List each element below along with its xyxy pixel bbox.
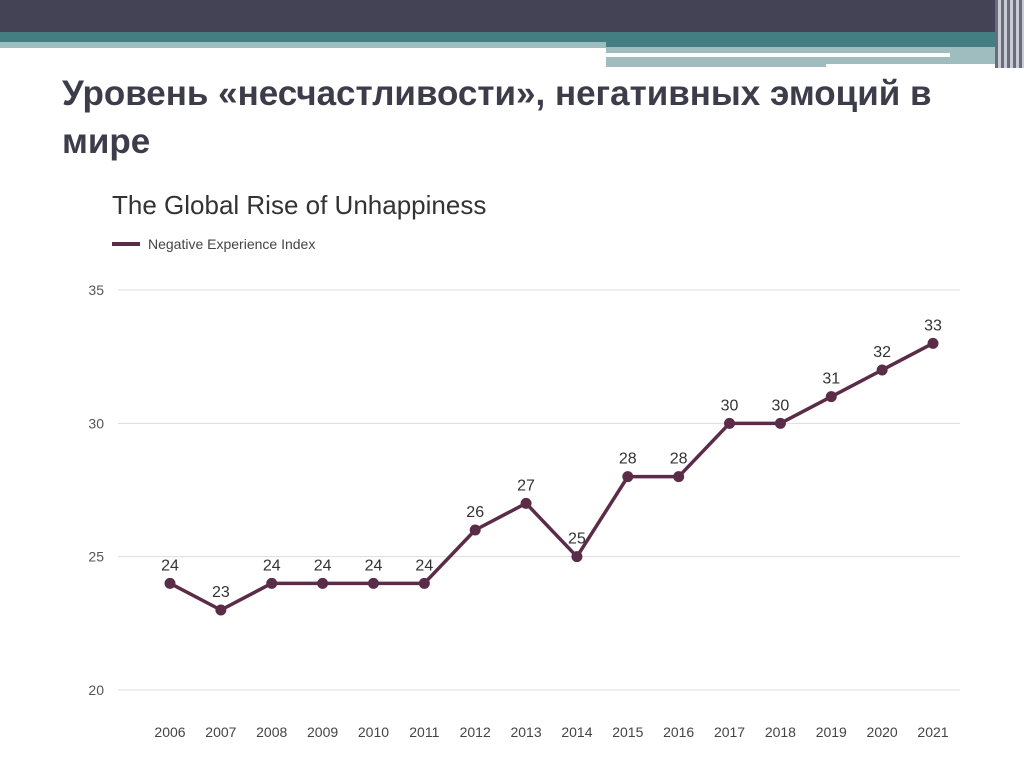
data-label: 27: [517, 477, 535, 494]
x-tick-label: 2008: [256, 724, 287, 740]
legend-swatch: [112, 242, 140, 246]
data-label: 33: [924, 317, 942, 334]
data-point: [164, 577, 176, 589]
series-line: [169, 341, 934, 612]
data-label: 25: [568, 531, 586, 548]
chart-title: The Global Rise of Unhappiness: [112, 190, 487, 220]
x-tick-label: 2013: [510, 724, 541, 740]
data-point: [774, 417, 786, 429]
data-point: [469, 524, 481, 536]
header-dark-band: [0, 0, 1024, 32]
x-tick-label: 2017: [714, 724, 745, 740]
data-label: 26: [466, 504, 484, 521]
x-tick-label: 2016: [663, 724, 694, 740]
x-tick-label: 2012: [460, 724, 491, 740]
header-stripes: [995, 0, 1024, 68]
x-tick-label: 2010: [358, 724, 389, 740]
y-tick-label: 20: [88, 682, 104, 698]
data-point: [825, 391, 837, 403]
header-white-line: [606, 53, 950, 57]
data-point: [215, 604, 227, 616]
data-label: 24: [365, 557, 383, 574]
data-label: 28: [670, 451, 688, 468]
data-label: 32: [873, 344, 891, 361]
legend: Negative Experience Index: [112, 236, 315, 252]
x-tick-label: 2009: [307, 724, 338, 740]
data-point: [266, 577, 278, 589]
data-point: [418, 577, 430, 589]
x-tick-label: 2015: [612, 724, 643, 740]
slide-title: Уровень «несчастливости», негативных эмо…: [62, 74, 932, 161]
data-point: [876, 364, 888, 376]
x-tick-label: 2018: [765, 724, 796, 740]
data-point: [520, 497, 532, 509]
data-label: 31: [822, 371, 840, 388]
legend-label: Negative Experience Index: [148, 236, 316, 252]
x-tick-label: 2014: [561, 724, 592, 740]
data-point: [673, 471, 685, 483]
data-label: 28: [619, 451, 637, 468]
data-point: [622, 471, 634, 483]
x-tick-label: 2019: [816, 724, 847, 740]
data-point: [367, 577, 379, 589]
data-label: 30: [772, 397, 790, 414]
y-tick-label: 25: [88, 549, 104, 565]
data-label: 24: [314, 557, 332, 574]
header-light-band: [0, 42, 606, 48]
y-tick-label: 35: [88, 282, 104, 298]
data-label: 23: [212, 584, 230, 601]
data-label: 24: [415, 557, 433, 574]
header-white-line-2: [826, 64, 1006, 68]
data-point: [927, 337, 939, 349]
data-point: [724, 417, 736, 429]
x-tick-label: 2007: [205, 724, 236, 740]
x-tick-label: 2021: [917, 724, 948, 740]
header-light-band-2: [606, 47, 1016, 67]
data-point: [571, 551, 583, 563]
data-label: 24: [161, 557, 179, 574]
data-label: 24: [263, 557, 281, 574]
x-tick-label: 2006: [154, 724, 185, 740]
y-tick-label: 30: [88, 415, 104, 431]
x-tick-label: 2011: [409, 724, 439, 740]
x-tick-label: 2020: [867, 724, 898, 740]
data-label: 30: [721, 397, 739, 414]
data-point: [317, 577, 329, 589]
